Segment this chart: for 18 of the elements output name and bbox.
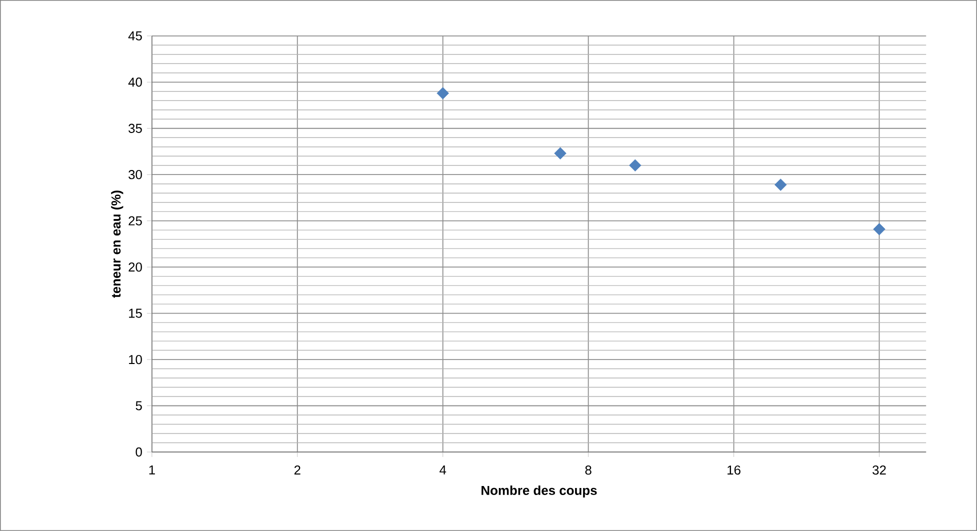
y-tick-label: 30 <box>128 170 142 180</box>
x-tick-label: 4 <box>440 466 446 474</box>
y-tick-label: 25 <box>128 216 142 226</box>
x-tick-label: 2 <box>294 466 300 475</box>
x-tick-label: 16 <box>728 466 740 475</box>
y-tick-label: 40 <box>128 78 142 87</box>
y-tick-label: 0 <box>136 447 142 457</box>
x-tick-label: 32 <box>872 466 886 475</box>
y-tick-label: 35 <box>128 124 142 133</box>
y-tick-label: 15 <box>129 308 142 318</box>
y-tick-label: 20 <box>128 262 142 272</box>
x-tick-label: 8 <box>585 466 592 475</box>
x-axis-title: Nombre des coups <box>482 486 597 498</box>
y-tick-label: 45 <box>128 31 142 40</box>
y-axis-title: teneur en eau (%) <box>111 190 124 298</box>
x-tick-label: 1 <box>149 466 155 474</box>
y-tick-label: 5 <box>136 401 142 410</box>
y-tick-label: 10 <box>129 354 142 364</box>
